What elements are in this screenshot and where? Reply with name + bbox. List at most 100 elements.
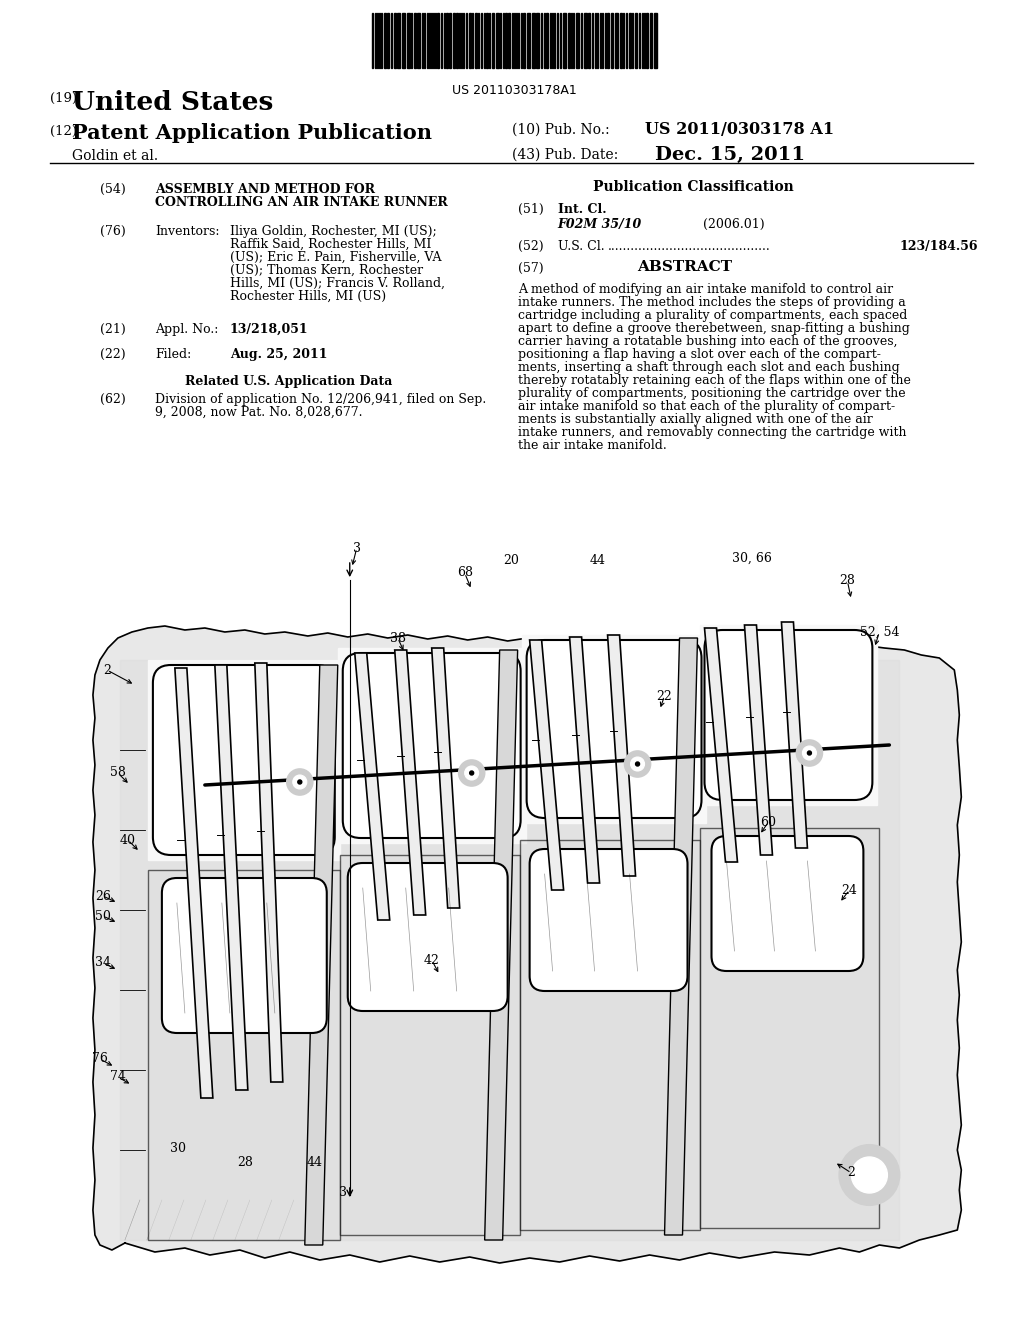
- Text: 40: 40: [120, 833, 136, 846]
- Bar: [522, 13, 524, 69]
- Text: 123/184.56: 123/184.56: [899, 240, 978, 253]
- Bar: [653, 13, 656, 69]
- Text: 26: 26: [95, 890, 111, 903]
- Polygon shape: [484, 649, 518, 1239]
- Polygon shape: [338, 648, 525, 843]
- Text: 28: 28: [840, 574, 855, 587]
- Polygon shape: [340, 855, 519, 1236]
- FancyBboxPatch shape: [712, 836, 863, 972]
- Bar: [562, 13, 565, 69]
- Bar: [649, 13, 651, 69]
- Text: United States: United States: [72, 90, 273, 115]
- Circle shape: [465, 766, 478, 780]
- Polygon shape: [699, 624, 878, 805]
- Bar: [475, 13, 476, 69]
- Text: Patent Application Publication: Patent Application Publication: [72, 123, 432, 143]
- Polygon shape: [147, 660, 340, 861]
- Text: Aug. 25, 2011: Aug. 25, 2011: [229, 348, 328, 360]
- Bar: [620, 13, 622, 69]
- Text: F02M 35/10: F02M 35/10: [558, 218, 642, 231]
- Text: Int. Cl.: Int. Cl.: [558, 203, 606, 216]
- Bar: [414, 13, 416, 69]
- Text: air intake manifold so that each of the plurality of compart-: air intake manifold so that each of the …: [518, 400, 895, 413]
- Bar: [546, 13, 548, 69]
- Polygon shape: [705, 628, 737, 862]
- Text: (51): (51): [518, 203, 544, 216]
- Text: Hills, MI (US); Francis V. Rolland,: Hills, MI (US); Francis V. Rolland,: [229, 277, 444, 290]
- Text: 68: 68: [457, 566, 473, 579]
- FancyBboxPatch shape: [153, 665, 335, 855]
- Circle shape: [636, 762, 640, 766]
- Text: (76): (76): [100, 224, 126, 238]
- Bar: [485, 13, 487, 69]
- Text: (19): (19): [50, 92, 77, 106]
- Bar: [505, 13, 507, 69]
- Text: 52, 54: 52, 54: [859, 626, 899, 639]
- Circle shape: [298, 780, 302, 784]
- Circle shape: [803, 746, 816, 760]
- Text: ASSEMBLY AND METHOD FOR: ASSEMBLY AND METHOD FOR: [155, 183, 375, 195]
- Text: Goldin et al.: Goldin et al.: [72, 149, 158, 162]
- Text: 76: 76: [92, 1052, 108, 1065]
- Bar: [453, 13, 455, 69]
- Text: (62): (62): [100, 393, 126, 407]
- Bar: [496, 13, 499, 69]
- Text: plurality of compartments, positioning the cartridge over the: plurality of compartments, positioning t…: [518, 387, 905, 400]
- Polygon shape: [175, 668, 213, 1098]
- Polygon shape: [521, 635, 707, 822]
- Circle shape: [470, 771, 474, 775]
- Bar: [584, 13, 587, 69]
- Polygon shape: [519, 840, 699, 1230]
- Text: cartridge including a plurality of compartments, each spaced: cartridge including a plurality of compa…: [518, 309, 907, 322]
- Text: intake runners, and removably connecting the cartridge with: intake runners, and removably connecting…: [518, 426, 906, 440]
- Circle shape: [808, 751, 811, 755]
- Bar: [610, 13, 612, 69]
- Text: 28: 28: [237, 1156, 253, 1170]
- FancyBboxPatch shape: [348, 863, 508, 1011]
- Text: thereby rotatably retaining each of the flaps within one of the: thereby rotatably retaining each of the …: [518, 374, 910, 387]
- Text: (12): (12): [50, 125, 77, 139]
- Polygon shape: [120, 660, 899, 1239]
- Polygon shape: [744, 624, 772, 855]
- Text: 50: 50: [95, 909, 111, 923]
- Bar: [588, 13, 590, 69]
- Text: US 2011/0303178 A1: US 2011/0303178 A1: [644, 121, 834, 139]
- Circle shape: [625, 751, 650, 777]
- Bar: [436, 13, 438, 69]
- Text: Raffik Said, Rochester Hills, MI: Raffik Said, Rochester Hills, MI: [229, 238, 431, 251]
- Text: US 20110303178A1: US 20110303178A1: [452, 84, 577, 96]
- Polygon shape: [93, 626, 962, 1263]
- Polygon shape: [354, 653, 390, 920]
- Circle shape: [293, 775, 307, 789]
- Text: (2006.01): (2006.01): [702, 218, 764, 231]
- Text: Division of application No. 12/206,941, filed on Sep.: Division of application No. 12/206,941, …: [155, 393, 486, 407]
- Polygon shape: [394, 649, 426, 915]
- Text: A method of modifying an air intake manifold to control air: A method of modifying an air intake mani…: [518, 282, 893, 296]
- Text: 30, 66: 30, 66: [731, 552, 771, 565]
- Polygon shape: [147, 870, 340, 1239]
- FancyBboxPatch shape: [526, 640, 701, 818]
- Text: 34: 34: [95, 957, 111, 969]
- Bar: [393, 13, 395, 69]
- Text: positioning a flap having a slot over each of the compart-: positioning a flap having a slot over ea…: [518, 348, 881, 360]
- Polygon shape: [699, 828, 880, 1228]
- Bar: [384, 13, 386, 69]
- Bar: [635, 13, 637, 69]
- Text: (21): (21): [100, 323, 126, 337]
- Bar: [536, 13, 539, 69]
- Polygon shape: [781, 622, 808, 847]
- Polygon shape: [255, 663, 283, 1082]
- Text: 3: 3: [352, 541, 360, 554]
- FancyBboxPatch shape: [529, 849, 687, 991]
- FancyBboxPatch shape: [343, 653, 520, 838]
- Text: ..........................................: ........................................…: [607, 240, 770, 253]
- Circle shape: [840, 1144, 899, 1205]
- Text: 74: 74: [110, 1071, 126, 1084]
- Bar: [469, 13, 471, 69]
- Text: Publication Classification: Publication Classification: [593, 180, 794, 194]
- Text: 9, 2008, now Pat. No. 8,028,677.: 9, 2008, now Pat. No. 8,028,677.: [155, 407, 362, 418]
- Polygon shape: [665, 638, 697, 1236]
- Circle shape: [287, 770, 312, 795]
- Text: 3: 3: [339, 1187, 347, 1200]
- Text: the air intake manifold.: the air intake manifold.: [518, 440, 667, 451]
